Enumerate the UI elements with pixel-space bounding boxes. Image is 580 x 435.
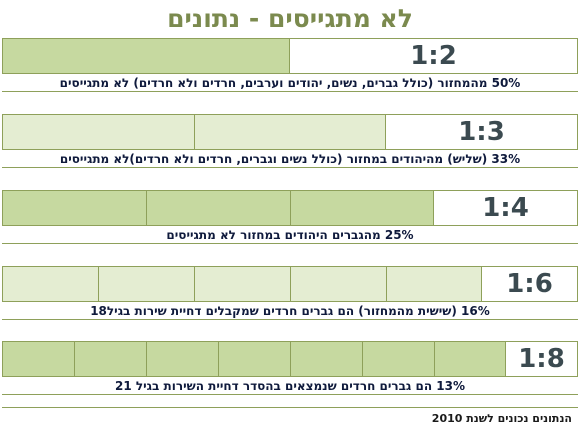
ratio-row-1-6: 1:6 16% (שישית מהמחזור) הם גברים חרדים ש… [2, 266, 578, 320]
ratio-bar: 1:6 [2, 266, 578, 302]
bar-segment [291, 191, 435, 225]
bar-segment [3, 342, 75, 376]
bar-segment [195, 267, 291, 301]
bar-segment [147, 191, 291, 225]
ratio-row-1-2: 1:2 50% מהמחזור (כולל גברים, נשים, יהודי… [2, 38, 578, 92]
bar-segment [219, 342, 291, 376]
row-description: 33% (שליש) מהיהודים במחזור (כולל נשים וג… [2, 150, 578, 168]
bar-segment [3, 39, 291, 73]
ratio-bar: 1:8 [2, 341, 578, 377]
bar-segment [363, 342, 435, 376]
ratio-label: 1:2 [289, 39, 577, 73]
bar-segment [387, 267, 483, 301]
bar-segment [3, 267, 99, 301]
ratio-row-1-8: 1:8 13% הם גברים חרדים שנמצאים בהסדר דחי… [2, 341, 578, 395]
row-description: 16% (שישית מהמחזור) הם גברים חרדים שמקבל… [2, 302, 578, 320]
ratio-label: 1:4 [433, 191, 577, 225]
row-description: 13% הם גברים חרדים שנמצאים בהסדר דחיית ה… [2, 377, 578, 395]
bar-segment [3, 115, 195, 149]
bar-segment [99, 267, 195, 301]
bar-segment [291, 267, 387, 301]
divider [2, 407, 578, 408]
bar-segment [147, 342, 219, 376]
ratio-bar: 1:3 [2, 114, 578, 150]
row-description: 25% מהגברים היהודים במחזור לא מתגייסים [2, 226, 578, 244]
ratio-bar: 1:4 [2, 190, 578, 226]
ratio-label: 1:8 [505, 342, 577, 376]
bar-segment [291, 342, 363, 376]
ratio-bar: 1:2 [2, 38, 578, 74]
page-title: לא מתגייסים - נתונים [167, 4, 413, 33]
ratio-row-1-3: 1:3 33% (שליש) מהיהודים במחזור (כולל נשי… [2, 114, 578, 168]
footer-note: הנתונים נכונים לשנת 2010 [431, 412, 572, 425]
bar-segment [435, 342, 507, 376]
row-description: 50% מהמחזור (כולל גברים, נשים, יהודים וע… [2, 74, 578, 92]
bar-segment [75, 342, 147, 376]
ratio-label: 1:6 [481, 267, 577, 301]
bar-segment [195, 115, 387, 149]
bar-segment [3, 191, 147, 225]
ratio-row-1-4: 1:4 25% מהגברים היהודים במחזור לא מתגייס… [2, 190, 578, 244]
ratio-label: 1:3 [385, 115, 577, 149]
